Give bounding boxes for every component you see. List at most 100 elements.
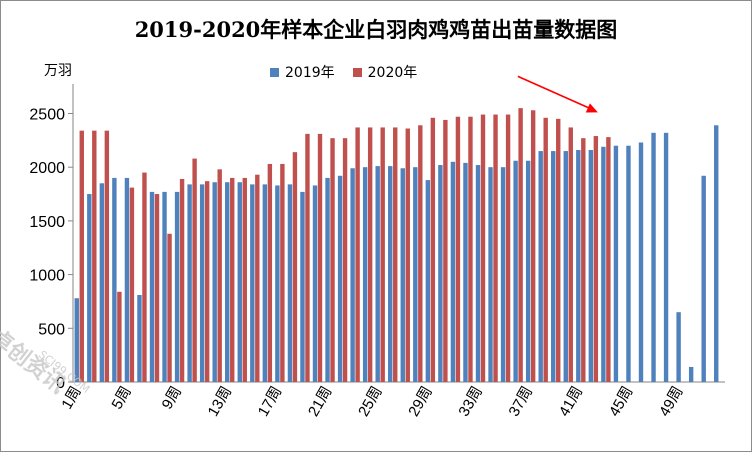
bar-2020-13 bbox=[230, 177, 235, 382]
bar-2020-29 bbox=[430, 117, 436, 383]
bar-2020-25 bbox=[380, 127, 385, 382]
bar-2020-12 bbox=[217, 169, 222, 382]
legend-label-2020: 2020年 bbox=[367, 65, 418, 81]
bar-2020-36 bbox=[518, 108, 523, 382]
bar-2020-17 bbox=[280, 163, 285, 382]
bar-2020-20 bbox=[317, 133, 323, 382]
bar-2019-28 bbox=[413, 167, 418, 382]
bar-2019-22 bbox=[337, 175, 343, 382]
x-tick-label: 25周 bbox=[355, 384, 386, 420]
bar-2019-6 bbox=[137, 295, 142, 382]
bar-2019-46 bbox=[638, 142, 644, 382]
bar-2019-20 bbox=[312, 185, 318, 382]
bar-2019-2 bbox=[87, 194, 92, 382]
bar-2020-33 bbox=[480, 114, 486, 383]
y-tick-label: 2500 bbox=[29, 106, 65, 123]
bar-2019-40 bbox=[563, 151, 568, 382]
legend: 2019年 2020年 bbox=[270, 62, 417, 82]
bar-2020-5 bbox=[129, 187, 135, 382]
bar-2019-3 bbox=[99, 183, 105, 382]
bar-2019-31 bbox=[450, 161, 456, 382]
x-tick-label: 5周 bbox=[108, 384, 134, 413]
annotation-arrow-line bbox=[517, 75, 591, 110]
y-tick-label: 500 bbox=[38, 321, 65, 338]
bar-2020-4 bbox=[117, 291, 122, 382]
bar-2019-21 bbox=[325, 177, 330, 382]
bar-2020-8 bbox=[167, 233, 172, 382]
x-tick-label: 21周 bbox=[305, 384, 336, 420]
bar-2019-44 bbox=[613, 145, 619, 382]
bar-2019-45 bbox=[626, 145, 631, 382]
bar-2019-11 bbox=[199, 184, 205, 382]
bar-2019-15 bbox=[250, 184, 255, 382]
bar-2020-11 bbox=[204, 181, 210, 382]
x-tick-label: 9周 bbox=[159, 384, 185, 413]
bar-2020-35 bbox=[505, 114, 511, 383]
bar-2019-47 bbox=[651, 132, 656, 382]
bar-2019-33 bbox=[475, 165, 481, 382]
bar-2020-7 bbox=[154, 194, 160, 382]
bar-2019-23 bbox=[350, 168, 355, 382]
bar-2019-17 bbox=[275, 185, 280, 382]
bar-2019-26 bbox=[388, 166, 393, 382]
x-tick-label: 33周 bbox=[455, 384, 486, 420]
bar-2020-40 bbox=[568, 127, 573, 382]
bar-2019-1 bbox=[74, 298, 79, 382]
bar-2020-9 bbox=[179, 179, 185, 382]
bar-2019-30 bbox=[438, 165, 443, 382]
bar-2020-42 bbox=[593, 136, 599, 382]
bar-2019-8 bbox=[162, 191, 167, 382]
bar-2020-19 bbox=[305, 133, 310, 382]
bar-2019-16 bbox=[262, 184, 268, 382]
bar-2020-31 bbox=[455, 116, 461, 382]
bar-2020-26 bbox=[393, 127, 398, 382]
bar-2019-52 bbox=[714, 125, 719, 382]
bar-2020-43 bbox=[606, 137, 611, 382]
bar-2019-24 bbox=[362, 167, 368, 382]
bar-2020-24 bbox=[367, 127, 373, 382]
bar-2019-35 bbox=[500, 167, 506, 382]
legend-item-2019: 2019年 bbox=[270, 62, 335, 82]
bar-2020-15 bbox=[255, 174, 260, 382]
bar-2019-19 bbox=[300, 191, 305, 382]
bar-2020-1 bbox=[79, 130, 84, 382]
bar-2020-16 bbox=[267, 163, 273, 382]
bar-2020-3 bbox=[104, 130, 110, 382]
bar-2019-12 bbox=[212, 182, 217, 382]
bar-2020-21 bbox=[330, 138, 335, 382]
bar-2020-2 bbox=[92, 130, 97, 382]
bar-2020-18 bbox=[292, 152, 298, 382]
y-axis-unit-label: 万羽 bbox=[44, 63, 72, 79]
y-tick-label: 1500 bbox=[29, 214, 65, 231]
y-tick-label: 1000 bbox=[29, 268, 65, 285]
bar-2019-32 bbox=[463, 162, 468, 382]
bar-2019-39 bbox=[551, 151, 556, 382]
x-tick-label: 17周 bbox=[255, 384, 286, 420]
bar-2019-27 bbox=[400, 168, 405, 382]
bar-2020-10 bbox=[192, 158, 197, 382]
bar-2019-25 bbox=[375, 166, 380, 382]
bar-2019-42 bbox=[588, 150, 594, 382]
bar-2020-38 bbox=[543, 117, 548, 383]
bar-2020-32 bbox=[468, 116, 473, 382]
x-tick-label: 49周 bbox=[656, 384, 687, 420]
legend-swatch-2019 bbox=[270, 67, 279, 77]
bar-2019-36 bbox=[513, 160, 518, 382]
bar-2020-23 bbox=[355, 127, 360, 382]
bar-2019-50 bbox=[688, 366, 694, 382]
y-tick-label: 2000 bbox=[29, 160, 65, 177]
x-tick-label: 13周 bbox=[205, 384, 236, 420]
bar-2019-10 bbox=[187, 184, 192, 382]
annotation-arrow-head bbox=[585, 103, 598, 113]
bar-2020-34 bbox=[493, 114, 498, 383]
bar-2019-13 bbox=[225, 182, 230, 382]
bar-2019-7 bbox=[149, 191, 155, 382]
bar-2019-34 bbox=[488, 167, 493, 382]
bar-2019-29 bbox=[425, 180, 431, 382]
bar-2020-14 bbox=[242, 177, 247, 382]
bar-2020-22 bbox=[342, 138, 348, 382]
legend-label-2019: 2019年 bbox=[285, 65, 335, 81]
x-tick-label: 37周 bbox=[506, 384, 537, 420]
bar-2020-28 bbox=[418, 125, 423, 382]
